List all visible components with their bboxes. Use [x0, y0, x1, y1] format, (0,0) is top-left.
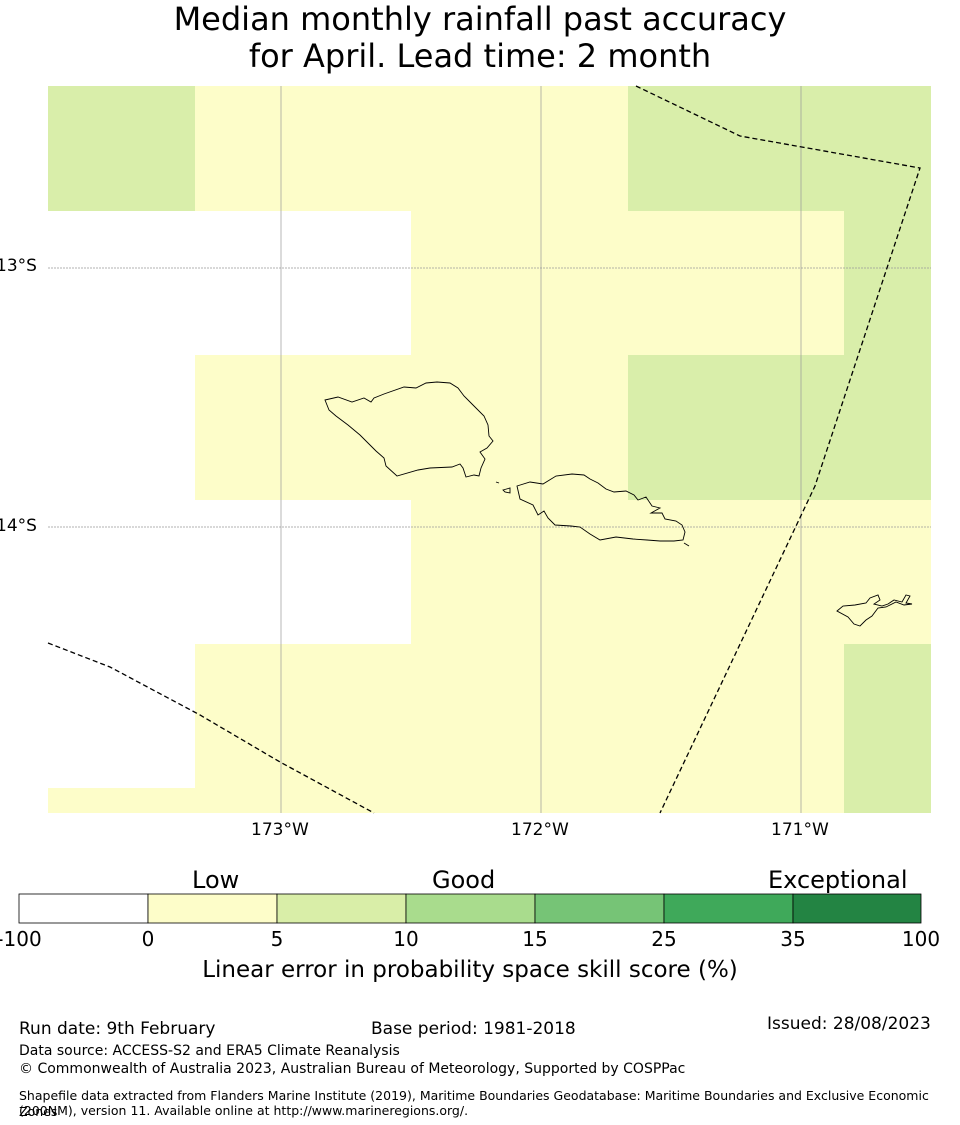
colorbar-tick: 25	[651, 927, 677, 951]
run-date: Run date: 9th February	[19, 1019, 216, 1039]
longitude-label-172w: 172°W	[511, 820, 569, 840]
colorbar-tick: 0	[141, 927, 155, 951]
copyright: © Commonwealth of Australia 2023, Austra…	[19, 1061, 686, 1077]
data-source: Data source: ACCESS-S2 and ERA5 Climate …	[19, 1043, 400, 1059]
latitude-label-14s: 14°S	[0, 516, 37, 536]
category-low: Low	[192, 866, 240, 894]
map-cell	[844, 211, 931, 355]
base-period: Base period: 1981-2018	[371, 1019, 576, 1039]
colorbar-segment	[534, 893, 665, 924]
colorbar-tick: 5	[270, 927, 284, 951]
category-good: Good	[432, 866, 496, 894]
map-cell	[48, 86, 195, 211]
longitude-label-173w: 173°W	[251, 820, 309, 840]
shapefile-credit-2: (200NM), version 11. Available online at…	[19, 1103, 469, 1118]
apolima-island	[495, 481, 500, 484]
savaii-island	[324, 381, 494, 478]
colorbar-label: Linear error in probability space skill …	[202, 957, 738, 983]
colorbar-segment	[276, 893, 407, 924]
colorbar-tick: 10	[393, 927, 419, 951]
colorbar-tick: 35	[780, 927, 806, 951]
upolu-island	[516, 473, 686, 542]
map-cell	[628, 86, 931, 211]
colorbar-segment	[405, 893, 536, 924]
colorbar-tick: -100	[0, 927, 42, 951]
category-exceptional: Exceptional	[768, 866, 908, 894]
colorbar-segment	[663, 893, 794, 924]
colorbar-segment	[147, 893, 278, 924]
map-cell	[844, 644, 931, 813]
title-line-1: Median monthly rainfall past accuracy	[173, 0, 787, 38]
map-cell	[195, 644, 844, 788]
latitude-label-13s: 13°S	[0, 256, 37, 276]
skill-map	[47, 85, 931, 814]
map-cell	[411, 500, 931, 644]
map-cell	[48, 788, 844, 813]
eez-boundaries	[47, 85, 921, 814]
map-cell	[628, 355, 931, 500]
tutuila-island	[836, 594, 913, 627]
map-cell	[411, 211, 844, 355]
colorbar-segment	[792, 893, 922, 924]
islands	[324, 381, 913, 627]
graticule	[48, 86, 931, 813]
nuulua-island	[683, 542, 690, 547]
colorbar	[18, 893, 922, 924]
colorbar-tick: 100	[901, 927, 941, 951]
issued-date: Issued: 28/08/2023	[767, 1014, 931, 1034]
shapefile-credit-1: Shapefile data extracted from Flanders M…	[19, 1088, 929, 1119]
map-cell	[195, 86, 628, 211]
title-line-2: for April. Lead time: 2 month	[248, 37, 712, 75]
skill-grid	[48, 86, 931, 813]
colorbar-segment	[18, 893, 149, 924]
longitude-label-171w: 171°W	[771, 820, 829, 840]
manono-island	[502, 487, 511, 494]
colorbar-tick: 15	[522, 927, 548, 951]
